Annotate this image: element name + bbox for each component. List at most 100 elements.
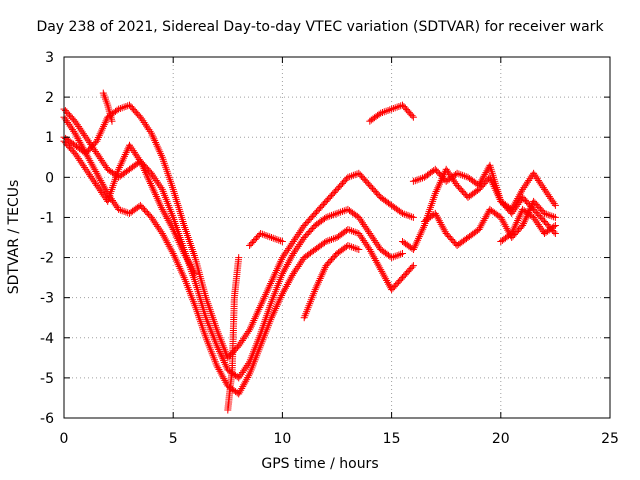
data-point (435, 217, 443, 225)
data-point (348, 172, 356, 180)
data-point (240, 367, 248, 375)
data-point (77, 140, 85, 148)
data-point (275, 236, 283, 244)
data-point (161, 235, 169, 243)
data-point (481, 170, 489, 178)
data-point (477, 222, 485, 230)
data-point (70, 127, 78, 135)
data-point (377, 266, 385, 274)
data-point (408, 213, 416, 221)
data-point (288, 239, 296, 247)
data-point (439, 224, 447, 232)
data-point (503, 224, 511, 232)
data-point (273, 267, 280, 274)
data-point (481, 215, 489, 222)
series-arc-5 (99, 89, 116, 125)
data-point (442, 165, 450, 173)
data-point (292, 246, 300, 254)
data-point (134, 154, 142, 162)
data-point (156, 200, 164, 208)
data-point (514, 217, 522, 224)
series-arc-1 (60, 101, 417, 362)
data-point (141, 120, 149, 128)
data-point (399, 250, 406, 257)
data-point (388, 105, 396, 113)
data-point (271, 306, 279, 314)
data-point (543, 189, 551, 197)
data-point (235, 374, 243, 382)
data-point (161, 211, 169, 219)
data-point (116, 206, 124, 214)
data-point (378, 267, 386, 275)
data-point (550, 200, 558, 208)
data-point (152, 139, 160, 146)
data-point (370, 253, 378, 261)
data-point (136, 157, 144, 165)
data-point (281, 264, 289, 272)
data-point (538, 182, 546, 190)
data-point (268, 314, 275, 322)
data-point (533, 219, 541, 227)
data-point (512, 198, 520, 206)
data-point (295, 229, 303, 237)
data-point (279, 268, 287, 276)
data-point (115, 205, 123, 213)
data-point (94, 151, 102, 159)
data-point (361, 238, 369, 246)
data-point (98, 189, 106, 196)
x-tick-label: 25 (601, 431, 619, 447)
data-point (81, 131, 89, 139)
data-point (138, 161, 146, 169)
data-point (274, 299, 282, 307)
data-point (551, 213, 559, 221)
series-arc-11 (409, 161, 559, 213)
data-point (380, 271, 388, 279)
data-point (349, 244, 357, 251)
tick-marks (63, 56, 611, 419)
data-point (160, 209, 168, 217)
y-tick-label: 0 (45, 170, 54, 186)
data-point (158, 205, 166, 213)
data-point (88, 142, 96, 150)
data-point (87, 172, 95, 180)
y-tick-label: -1 (40, 210, 54, 226)
data-point (77, 126, 85, 134)
x-tick-label: 0 (60, 431, 69, 447)
data-point (268, 234, 275, 241)
data-point (144, 174, 152, 182)
data-point (282, 262, 290, 270)
data-point (109, 197, 116, 204)
data-point (413, 176, 421, 184)
data-point (357, 217, 365, 225)
data-point (353, 245, 361, 253)
data-point (322, 238, 330, 245)
data-point (164, 216, 172, 224)
data-point (100, 182, 108, 190)
data-point (284, 279, 292, 287)
data-point (482, 213, 490, 221)
data-point (329, 211, 337, 219)
data-point (277, 237, 285, 245)
data-point (66, 122, 74, 130)
data-point (548, 212, 556, 220)
data-point (374, 260, 382, 268)
data-point (116, 105, 124, 112)
data-point (266, 233, 274, 241)
series-arc-9 (366, 101, 417, 125)
data-point (286, 255, 294, 263)
series-arc-8 (300, 242, 363, 322)
data-point (373, 258, 381, 266)
data-point (86, 157, 94, 165)
data-point (509, 228, 517, 236)
data-point (178, 268, 186, 276)
data-point (372, 257, 380, 264)
data-point (326, 212, 334, 220)
data-point (318, 271, 326, 279)
data-point (182, 253, 190, 261)
data-point (248, 320, 256, 328)
data-point (513, 196, 521, 204)
data-point (115, 105, 123, 113)
series-arc-3 (60, 113, 417, 398)
data-point (264, 285, 272, 293)
data-point (183, 255, 191, 263)
